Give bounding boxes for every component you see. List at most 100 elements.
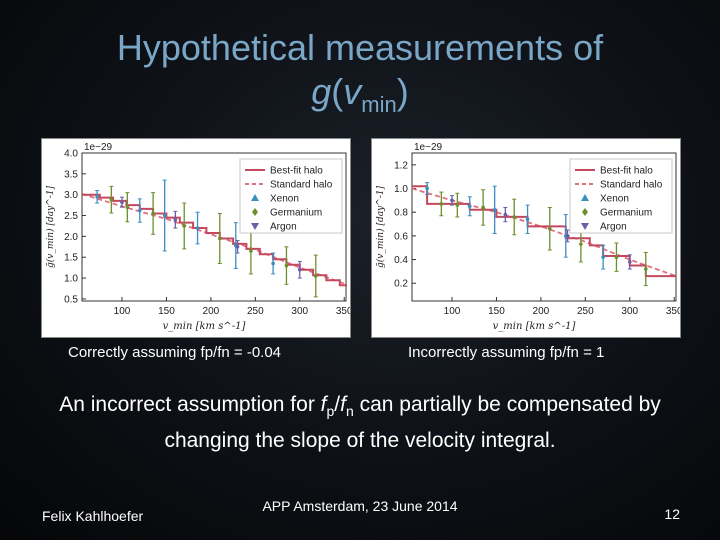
c1-xtick-label: 200: [533, 306, 550, 317]
c1-germanium-point: [512, 215, 517, 219]
statement-n: n: [345, 403, 354, 420]
c1-xtick-label: 100: [444, 306, 461, 317]
c1-xenon-point: [467, 204, 472, 209]
c0-xtick-label: 150: [158, 306, 175, 317]
c0-germanium-point: [151, 211, 155, 216]
c0-legend-swatch: [252, 208, 258, 216]
c1-xenon-point: [601, 255, 605, 259]
c0-xenon-point: [271, 261, 275, 266]
c1-legend-label: Xenon: [600, 194, 629, 205]
chart-panel-left: 1e−29 0.5 1.0 1.5 2.0 2.5 3.0 3.5 4.0 100 150 200 25…: [41, 138, 351, 338]
c0-ytick-label: 3.0: [64, 190, 78, 201]
c0-germanium-point: [125, 205, 130, 209]
c0-xtick-label: 300: [291, 306, 308, 317]
c0-xenon-point: [162, 213, 167, 218]
c0-germanium-point: [313, 274, 318, 278]
c0-ytick-label: 2.5: [64, 211, 78, 222]
c0-xenon-point: [195, 226, 200, 230]
title-line-2: g(vmin): [311, 71, 409, 118]
c1-xenon-point: [425, 186, 429, 191]
c0-argon-point: [173, 217, 178, 222]
c0-ytick-label: 3.5: [64, 169, 78, 180]
c1-xtick-label: 250: [577, 306, 594, 317]
c0-germanium-point: [249, 249, 253, 253]
c1-x-axis-label: v_min [km s^-1]: [493, 321, 576, 332]
c1-argon-point: [450, 198, 454, 203]
c0-ytick-label: 0.5: [64, 294, 78, 305]
c1-legend-label: Germanium: [600, 208, 652, 219]
c1-argon-point: [627, 260, 632, 264]
c1-ytick-label: 0.6: [394, 231, 408, 242]
c0-ytick-label: 1.0: [64, 274, 78, 285]
c1-xtick-label: 350: [666, 306, 680, 317]
title-var: v: [343, 71, 362, 112]
c1-germanium-point: [579, 242, 583, 246]
c0-legend-swatch: [251, 194, 259, 201]
c0-argon-point: [120, 200, 124, 204]
c1-germanium-point: [481, 205, 485, 210]
footer-author: Felix Kahlhoefer: [42, 508, 144, 524]
c1-ytick-label: 0.4: [394, 255, 408, 266]
c0-y-axis-label: g̃(v_min) [day^-1]: [45, 186, 56, 268]
c0-legend-label: Best-fit halo: [270, 166, 323, 177]
c0-argon-point: [297, 267, 302, 272]
slide-title: Hypothetical measurements of g(vmin): [0, 26, 720, 127]
statement-text: An incorrect assumption for fp/fn can pa…: [30, 390, 690, 456]
c1-ytick-label: 1.0: [394, 184, 408, 195]
c0-germanium-point: [284, 263, 289, 268]
statement-fp: f: [320, 393, 327, 416]
c1-germanium-point: [614, 255, 619, 259]
caption-right: Incorrectly assuming fp/fn = 1: [408, 344, 605, 361]
c0-legend-label: Argon: [270, 222, 297, 233]
statement-part1: An incorrect assumption for: [59, 393, 321, 416]
c0-ytick-label: 2.0: [64, 232, 78, 243]
c0-scale-label: 1e−29: [84, 142, 113, 153]
c1-legend-label: Standard halo: [600, 180, 663, 191]
c1-germanium-point: [455, 203, 460, 207]
chart-right: 1e−29 0.2 0.4 0.6 0.8 1.0 1.2 100 150 200 250 300 35…: [375, 142, 680, 332]
chart-left: 1e−29 0.5 1.0 1.5 2.0 2.5 3.0 3.5 4.0 100 150 200 25…: [45, 142, 350, 332]
c1-germanium-point: [439, 202, 444, 206]
c1-ytick-label: 0.2: [394, 279, 408, 290]
c1-ytick-label: 1.2: [394, 160, 408, 171]
c0-xtick-label: 200: [203, 306, 220, 317]
c1-scale-label: 1e−29: [414, 142, 443, 153]
c0-xtick-label: 250: [247, 306, 264, 317]
c0-germanium-point: [182, 224, 187, 228]
c1-germanium-point: [547, 226, 552, 231]
c0-legend-label: Germanium: [270, 208, 322, 219]
c1-xtick-label: 300: [621, 306, 638, 317]
title-func: g: [311, 71, 332, 112]
c0-xenon-point: [137, 208, 142, 213]
c0-legend-label: Standard halo: [270, 180, 333, 191]
c1-argon-point: [565, 234, 570, 238]
c1-legend-label: Argon: [600, 222, 627, 233]
c0-xenon-point: [95, 194, 99, 199]
footer-page-number: 12: [664, 506, 680, 522]
c0-legend-label: Xenon: [270, 194, 299, 205]
statement-p: p: [326, 403, 335, 420]
c1-xenon-point: [525, 217, 530, 222]
c0-ytick-label: 4.0: [64, 149, 78, 160]
title-line-1: Hypothetical measurements of: [116, 27, 604, 68]
c0-legend-box: [239, 158, 343, 234]
c1-ytick-label: 0.8: [394, 208, 408, 219]
caption-left: Correctly assuming fp/fn = -0.04: [68, 344, 282, 361]
c1-argon-point: [503, 212, 508, 217]
c1-y-axis-label: g̃(v_min) [day^-1]: [375, 186, 386, 268]
c1-legend-swatch: [581, 223, 589, 230]
c1-legend-box: [569, 158, 673, 234]
statement-slash: /: [334, 393, 341, 416]
c1-legend-label: Best-fit halo: [600, 166, 653, 177]
statement-part2: can partially be compensated by changing…: [164, 393, 661, 453]
c0-ytick-label: 1.5: [64, 253, 78, 264]
c1-xenon-point: [492, 208, 497, 212]
c0-argon-point: [235, 245, 240, 249]
c1-legend-swatch: [581, 194, 589, 201]
title-sub: min: [361, 92, 397, 118]
c1-germanium-point: [643, 267, 648, 271]
c1-xtick-label: 150: [488, 306, 505, 317]
c0-legend-swatch: [251, 223, 259, 230]
c0-x-axis-label: v_min [km s^-1]: [163, 321, 246, 332]
chart-panel-right: 1e−29 0.2 0.4 0.6 0.8 1.0 1.2 100 150 200 250 300 35…: [371, 138, 681, 338]
